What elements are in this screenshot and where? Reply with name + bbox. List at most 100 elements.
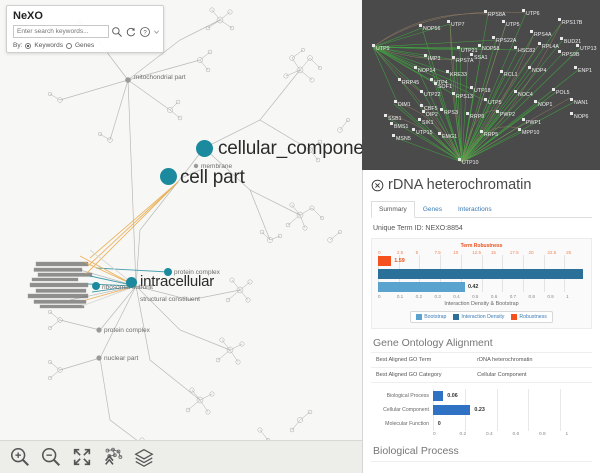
gene-node[interactable] — [452, 56, 455, 59]
row-value-go-category: Cellular Component — [477, 372, 527, 378]
gene-node[interactable] — [424, 54, 427, 57]
gene-node[interactable] — [570, 98, 573, 101]
gene-node[interactable] — [518, 128, 521, 131]
gene-node[interactable] — [418, 118, 421, 121]
gene-node[interactable] — [452, 92, 455, 95]
gene-node[interactable] — [576, 44, 579, 47]
gene-node[interactable] — [560, 37, 563, 40]
gene-node[interactable] — [394, 100, 397, 103]
legend-item[interactable]: Bootstrap — [416, 314, 446, 320]
gene-node[interactable] — [522, 9, 525, 12]
node-cellular-component[interactable] — [196, 140, 213, 157]
search-panel[interactable]: NeXO ? By: Keywords Genes — [6, 5, 164, 53]
gene-node[interactable] — [514, 46, 517, 49]
gene-node[interactable] — [514, 90, 517, 93]
gene-node[interactable] — [414, 66, 417, 69]
legend-item[interactable]: Interaction Density — [453, 314, 504, 320]
gene-node[interactable] — [430, 78, 433, 81]
gene-node[interactable] — [458, 158, 461, 161]
refresh-icon[interactable] — [125, 26, 137, 38]
gene-node[interactable] — [412, 128, 415, 131]
search-by-label: By: — [13, 42, 23, 49]
gene-node[interactable] — [530, 30, 533, 33]
section-title-go-alignment: Gene Ontology Alignment — [373, 337, 493, 349]
gene-node[interactable] — [372, 44, 375, 47]
gene-label: RPS17B — [562, 20, 583, 26]
term-info-panel[interactable]: rDNA heterochromatin Summary Genes Inter… — [362, 170, 600, 473]
gene-node[interactable] — [558, 18, 561, 21]
gene-node[interactable] — [392, 134, 395, 137]
node-label-protein-complex-2: protein complex — [174, 269, 220, 276]
gene-node[interactable] — [496, 110, 499, 113]
gene-node[interactable] — [440, 108, 443, 111]
expand-icon[interactable] — [71, 446, 93, 468]
gene-node[interactable] — [538, 42, 541, 45]
gene-node[interactable] — [447, 20, 450, 23]
gene-node[interactable] — [470, 53, 473, 56]
gene-node[interactable] — [492, 36, 495, 39]
chevron-down-icon[interactable] — [153, 26, 160, 38]
gene-node[interactable] — [484, 10, 487, 13]
node-cell-part[interactable] — [160, 168, 177, 185]
gene-node[interactable] — [502, 20, 505, 23]
gene-label: NAN1 — [574, 100, 589, 106]
gene-label: DIP2 — [426, 112, 438, 118]
svg-text:?: ? — [143, 30, 147, 36]
search-input[interactable] — [13, 25, 109, 38]
search-icon[interactable] — [111, 26, 123, 38]
close-circle-icon[interactable] — [371, 179, 384, 192]
gene-node[interactable] — [478, 44, 481, 47]
zoom-out-icon[interactable] — [40, 446, 62, 468]
gene-node[interactable] — [466, 112, 469, 115]
tab-summary[interactable]: Summary — [371, 201, 415, 218]
gene-node[interactable] — [457, 46, 460, 49]
gene-node[interactable] — [390, 122, 393, 125]
gene-node[interactable] — [422, 110, 425, 113]
go-label-cellular-component: Cellular Component — [383, 407, 429, 413]
gene-node[interactable] — [574, 66, 577, 69]
go-alignment-chart: Biological Process 0.06 Cellular Compone… — [371, 389, 592, 437]
gene-node[interactable] — [528, 66, 531, 69]
gene-node[interactable] — [552, 88, 555, 91]
axis-tick: 10 — [453, 250, 459, 255]
tab-interactions[interactable]: Interactions — [457, 206, 492, 213]
robustness-bars: 1.59 0.42 — [374, 255, 589, 292]
term-robustness-chart: Term Robustness 0 2.5 5 7.5 10 12.5 15 17.5 20 22… — [371, 238, 592, 329]
gene-node[interactable] — [470, 86, 473, 89]
radio-keywords[interactable] — [25, 42, 32, 49]
gene-node[interactable] — [570, 112, 573, 115]
ontology-tree-view[interactable]: cellular_component cell part intracellul… — [0, 0, 362, 473]
collapse-network-icon[interactable] — [102, 446, 124, 468]
gene-label: NOP6 — [574, 114, 589, 120]
zoom-in-icon[interactable] — [9, 446, 31, 468]
layers-icon[interactable] — [133, 446, 155, 468]
gene-node[interactable] — [480, 130, 483, 133]
gene-node[interactable] — [534, 100, 537, 103]
gene-interaction-network[interactable]: UTP9 UTP7 NOP56 RPS8A UTP6 RPS17B UTP21 UTP5 RPS… — [362, 0, 600, 170]
legend-swatch — [511, 314, 518, 320]
search-by-row[interactable]: By: Keywords Genes — [13, 42, 157, 49]
axis-tick: 1 — [566, 294, 569, 299]
tab-genes[interactable]: Genes — [422, 206, 442, 213]
panel-tabs[interactable]: Summary Genes Interactions — [371, 200, 592, 218]
legend-item[interactable]: Robustness — [511, 314, 547, 320]
gene-node[interactable] — [522, 118, 525, 121]
gene-node[interactable] — [420, 104, 423, 107]
top-axis-ticks: 0 2.5 5 7.5 10 12.5 15 17.5 20 22.5 25 — [374, 250, 589, 255]
gene-node[interactable] — [438, 132, 441, 135]
node-intracellular[interactable] — [126, 277, 137, 288]
gene-node[interactable] — [420, 90, 423, 93]
gene-node[interactable] — [446, 70, 449, 73]
tree-toolbar[interactable] — [0, 440, 362, 473]
gene-node[interactable] — [384, 114, 387, 117]
gene-node[interactable] — [398, 78, 401, 81]
bar-robustness — [378, 255, 392, 266]
search-row[interactable]: ? — [13, 25, 160, 38]
gene-node[interactable] — [558, 50, 561, 53]
radio-genes[interactable] — [65, 42, 72, 49]
gene-node[interactable] — [419, 24, 422, 27]
gene-node[interactable] — [434, 82, 437, 85]
gene-node[interactable] — [500, 70, 503, 73]
gene-node[interactable] — [484, 98, 487, 101]
help-icon[interactable]: ? — [139, 26, 151, 38]
